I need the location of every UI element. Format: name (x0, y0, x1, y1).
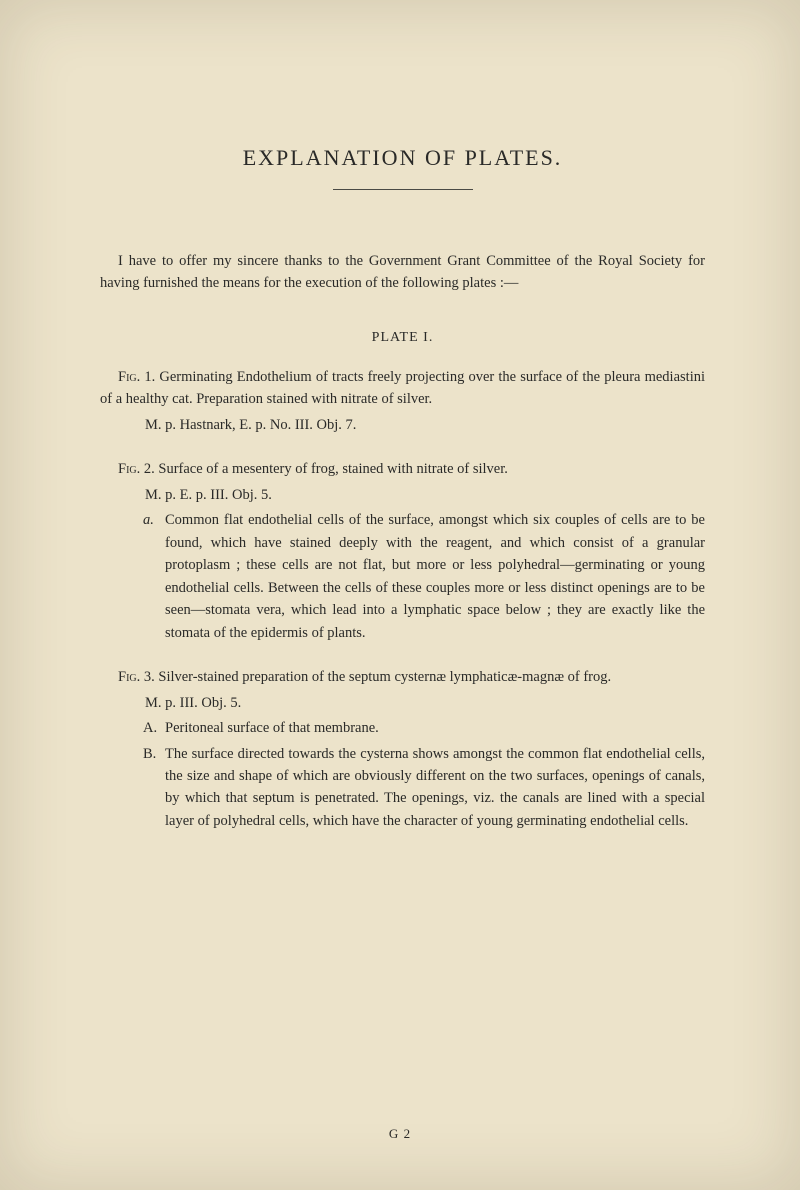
figure-2-subline: M. p. E. p. III. Obj. 5. (145, 484, 705, 506)
page-signature: G 2 (389, 1126, 411, 1142)
page-title: EXPLANATION OF PLATES. (100, 145, 705, 171)
figure-1-label: Fig. 1. (118, 369, 155, 385)
figure-1-text: Germinating Endothelium of tracts freely… (100, 369, 705, 407)
figure-3-subline: M. p. III. Obj. 5. (145, 692, 705, 714)
figure-2-header: Fig. 2. Surface of a mesentery of frog, … (100, 458, 705, 480)
figure-3-label: Fig. 3. (118, 669, 155, 685)
item-B-text: The surface directed towards the cystern… (165, 746, 705, 829)
figure-3-block: Fig. 3. Silver-stained preparation of th… (100, 666, 705, 832)
plate-label: PLATE I. (100, 330, 705, 346)
figure-2-label: Fig. 2. (118, 461, 155, 477)
item-A-marker: A. (143, 717, 157, 739)
intro-paragraph: I have to offer my sincere thanks to the… (100, 250, 705, 295)
figure-1-block: Fig. 1. Germinating Endothelium of tract… (100, 366, 705, 436)
figure-2-block: Fig. 2. Surface of a mesentery of frog, … (100, 458, 705, 644)
figure-1-header: Fig. 1. Germinating Endothelium of tract… (100, 366, 705, 411)
figure-1-subline: M. p. Hastnark, E. p. No. III. Obj. 7. (145, 414, 705, 436)
figure-3-item-B: B. The surface directed towards the cyst… (165, 743, 705, 833)
figure-2-text: Surface of a mesentery of frog, stained … (158, 461, 508, 477)
figure-3-header: Fig. 3. Silver-stained preparation of th… (100, 666, 705, 688)
figure-3-text: Silver-stained preparation of the septum… (158, 669, 611, 685)
item-a-marker: a. (143, 509, 154, 531)
title-underline (333, 189, 473, 190)
item-A-text: Peritoneal surface of that membrane. (165, 720, 379, 736)
figure-2-item-a: a. Common flat endothelial cells of the … (165, 509, 705, 644)
item-B-marker: B. (143, 743, 156, 765)
item-a-text: Common flat endothelial cells of the sur… (165, 512, 705, 640)
figure-3-item-A: A. Peritoneal surface of that membrane. (165, 717, 705, 739)
